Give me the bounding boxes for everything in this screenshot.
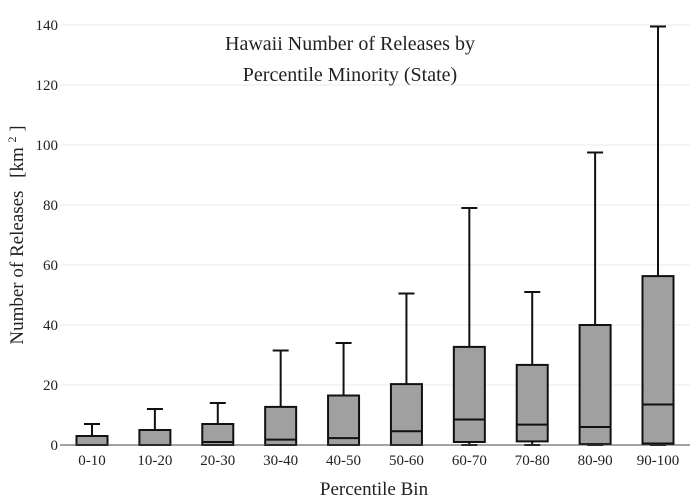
- x-tick-label: 20-30: [200, 453, 235, 469]
- chart-title-line-1: Hawaii Number of Releases by: [225, 33, 475, 55]
- x-tick-label: 0-10: [78, 453, 106, 469]
- box-90-100: [641, 25, 675, 446]
- box-20-30: [201, 402, 235, 446]
- y-tick-label: 120: [36, 78, 59, 94]
- x-tick-labels: 0-10 10-20 20-30 30-40 40-50 50-60 60-70 70-80 8…: [78, 453, 679, 469]
- x-tick-label: 80-90: [578, 453, 613, 469]
- y-tick-label: 140: [36, 18, 59, 34]
- iqr-box: [75, 435, 109, 446]
- x-tick-label: 90-100: [637, 453, 680, 469]
- y-axis-unit: [km: [7, 147, 28, 178]
- y-axis-title: Number of Releases [km 2 ]: [0, 125, 28, 344]
- x-tick-label: 10-20: [137, 453, 172, 469]
- y-tick-label: 80: [43, 198, 58, 214]
- iqr-box: [452, 345, 486, 443]
- x-tick-label: 70-80: [515, 453, 550, 469]
- box-30-40: [264, 349, 298, 446]
- y-axis-unit-close: ]: [7, 125, 28, 131]
- box-50-60: [389, 292, 423, 447]
- iqr-box: [327, 394, 361, 446]
- iqr-box: [515, 363, 549, 443]
- y-tick-label: 100: [36, 138, 59, 154]
- x-tick-label: 30-40: [263, 453, 298, 469]
- y-tick-label: 0: [51, 438, 59, 454]
- x-tick-label: 50-60: [389, 453, 424, 469]
- iqr-box: [389, 383, 423, 447]
- x-tick-label: 40-50: [326, 453, 361, 469]
- y-tick-label: 60: [43, 258, 58, 274]
- box-40-50: [327, 342, 361, 446]
- box-60-70: [452, 207, 486, 446]
- x-tick-label: 60-70: [452, 453, 487, 469]
- y-tick-labels: 0 20 40 60 80 100 120 140: [36, 18, 59, 454]
- iqr-box: [641, 275, 675, 445]
- box-70-80: [515, 291, 549, 446]
- boxes: [75, 25, 675, 447]
- x-axis-title: Percentile Bin: [320, 479, 429, 500]
- gridlines: [60, 24, 690, 386]
- y-axis-title-text: Number of Releases: [7, 191, 28, 345]
- box-0-10: [75, 423, 109, 446]
- box-10-20: [138, 408, 172, 446]
- box-80-90: [578, 151, 612, 446]
- y-tick-label: 20: [43, 378, 58, 394]
- y-tick-label: 40: [43, 318, 58, 334]
- iqr-box: [578, 324, 612, 446]
- chart-title-line-2: Percentile Minority (State): [243, 64, 457, 86]
- iqr-box: [138, 429, 172, 446]
- y-axis-unit-superscript: 2: [5, 136, 19, 142]
